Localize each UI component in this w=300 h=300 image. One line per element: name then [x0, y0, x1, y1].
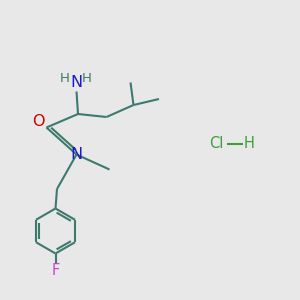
- Text: H: H: [244, 136, 254, 152]
- Text: N: N: [70, 147, 83, 162]
- Text: N: N: [70, 75, 83, 90]
- Text: H: H: [82, 71, 92, 85]
- Text: Cl: Cl: [209, 136, 223, 152]
- Text: O: O: [32, 114, 44, 129]
- Text: H: H: [60, 71, 70, 85]
- Text: F: F: [51, 263, 60, 278]
